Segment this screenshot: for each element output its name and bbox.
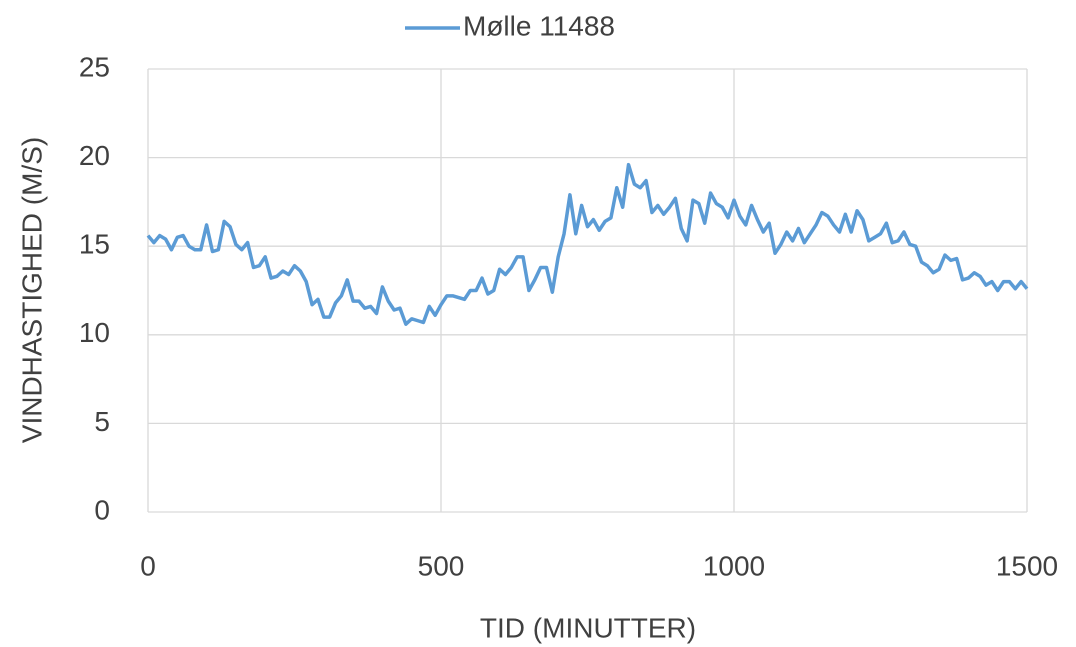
y-tick-label: 15 [79,229,110,260]
legend-label: Mølle 11488 [463,10,615,41]
y-axis-title: VINDHASTIGHED (M/S) [16,137,47,443]
y-tick-label: 0 [94,494,110,525]
y-tick-label: 25 [79,51,110,82]
x-axis-title: TID (MINUTTER) [480,612,696,643]
y-tick-label: 10 [79,317,110,348]
x-tick-label: 1000 [703,550,765,581]
y-tick-label: 5 [94,406,110,437]
x-tick-label: 1500 [996,550,1058,581]
x-tick-label: 500 [418,550,465,581]
x-tick-label: 0 [140,550,156,581]
data-line [146,162,1029,326]
y-tick-label: 20 [79,140,110,171]
